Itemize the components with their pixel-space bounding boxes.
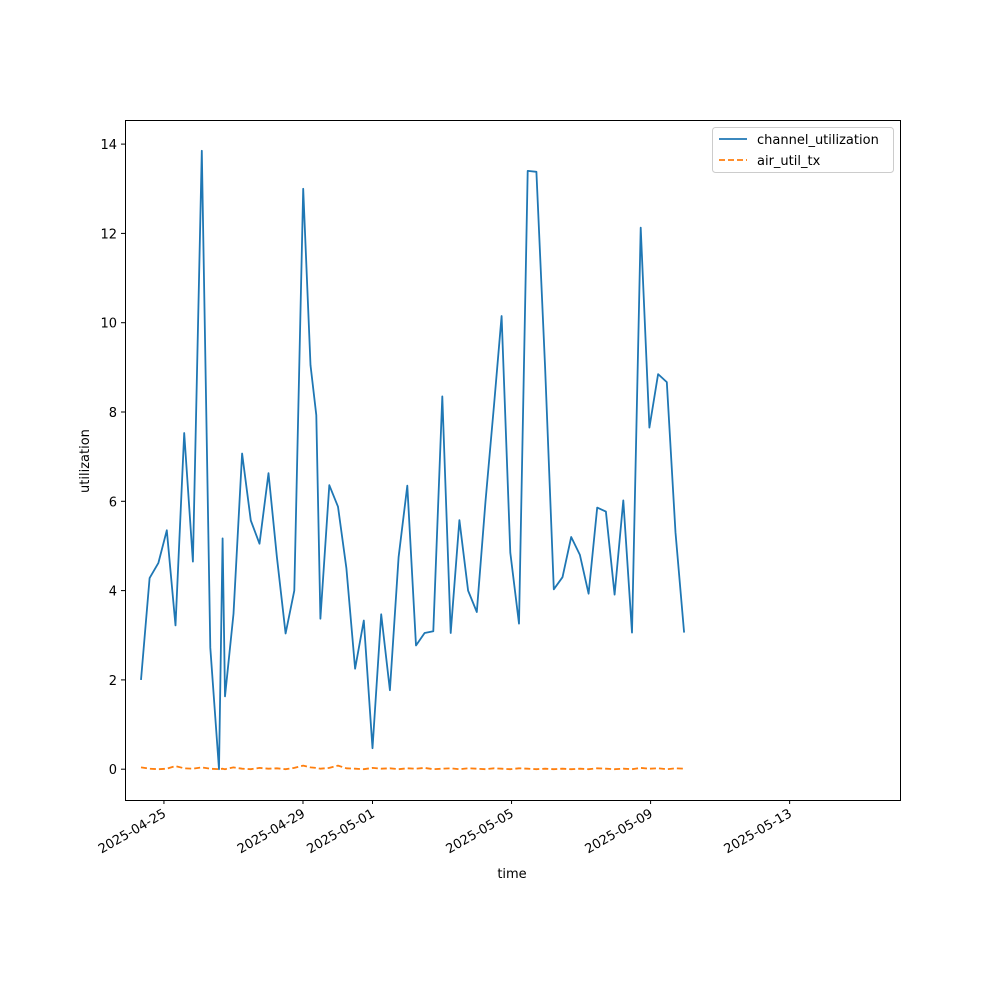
legend: channel_utilization air_util_tx <box>713 128 894 173</box>
x-axis-label: time <box>497 867 526 882</box>
y-axis-label: utilization <box>78 429 93 493</box>
y-tick-label: 12 <box>100 227 117 242</box>
legend-label-channel-utilization: channel_utilization <box>757 133 879 148</box>
y-tick-label: 6 <box>109 495 117 510</box>
y-tick-label: 10 <box>100 317 117 332</box>
y-tick-label: 0 <box>109 763 117 778</box>
y-tick-label: 14 <box>100 138 117 153</box>
y-tick-label: 8 <box>109 406 117 421</box>
legend-label-air-util-tx: air_util_tx <box>757 154 821 169</box>
y-tick-label: 4 <box>109 585 117 600</box>
y-tick-label: 2 <box>109 674 117 689</box>
